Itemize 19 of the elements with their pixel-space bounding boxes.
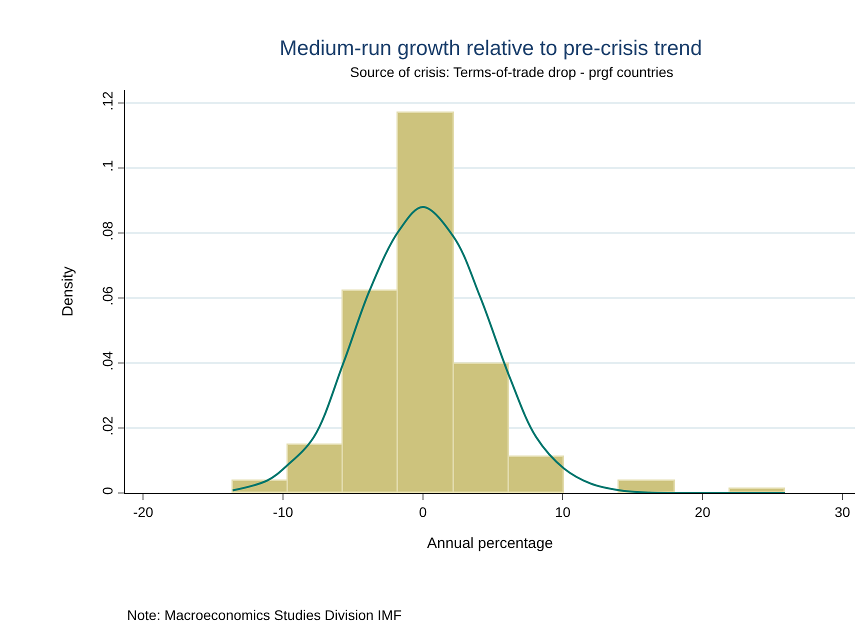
x-tick-label: -10 (272, 504, 294, 520)
x-tick-label: 20 (694, 504, 711, 520)
y-tick-label: .1 (99, 160, 116, 172)
y-tick-label: .08 (99, 220, 116, 241)
chart-title: Medium-run growth relative to pre-crisis trend (280, 36, 702, 60)
chart-subtitle: Source of crisis: Terms-of-trade drop - prgf countries (350, 64, 674, 80)
y-tick-label: .12 (99, 90, 116, 111)
text: Note: Macroeconomics Studies Division IMF (127, 607, 402, 623)
y-tick-label: 0 (99, 486, 116, 495)
x-tick-label: 30 (834, 504, 850, 520)
x-tick-label: 10 (554, 504, 571, 520)
y-tick-label: .02 (99, 416, 116, 436)
y-axis-title: Density (60, 266, 77, 317)
x-tick-label: 0 (418, 504, 427, 520)
y-tick-label: .06 (99, 286, 116, 306)
line-series (232, 206, 786, 493)
y-tick-label: .04 (99, 350, 116, 371)
x-tick-label: -20 (133, 504, 154, 520)
x-axis-title: Annual percentage (427, 534, 553, 552)
